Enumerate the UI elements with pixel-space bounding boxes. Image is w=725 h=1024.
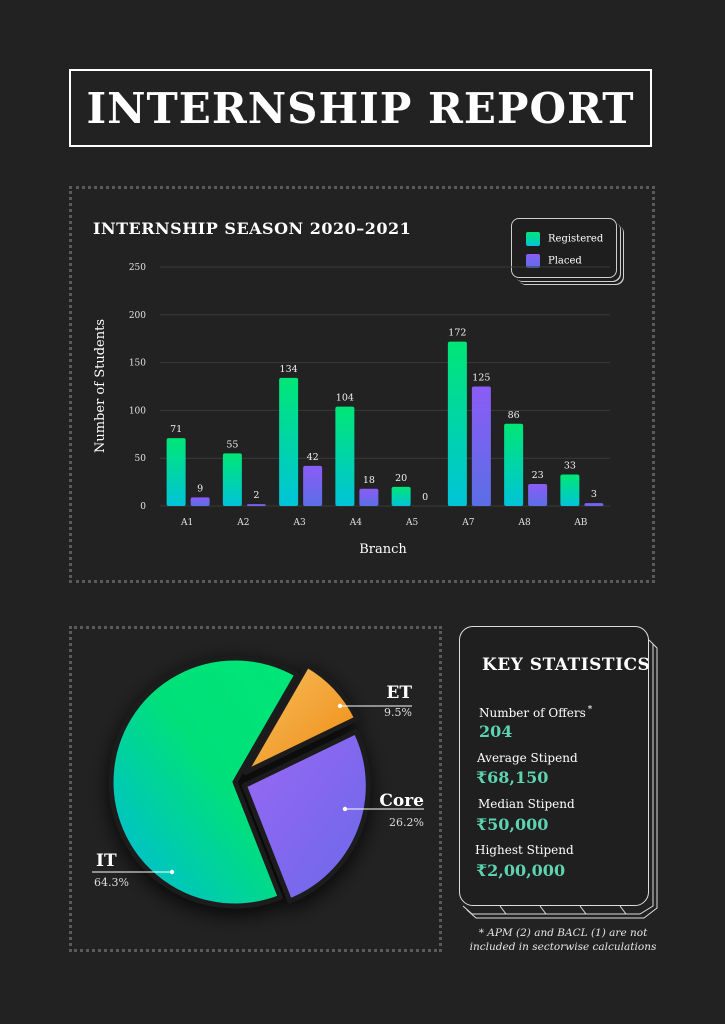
x-tick-label: A8 <box>518 518 531 528</box>
y-tick-label: 150 <box>129 359 146 369</box>
bar-registered <box>335 406 355 506</box>
stat-label-average: Average Stipend <box>477 751 578 765</box>
y-tick-label: 50 <box>135 454 147 464</box>
data-label-registered: 86 <box>508 410 520 421</box>
data-label-registered: 33 <box>564 460 576 471</box>
legend-label-placed: Placed <box>548 255 582 267</box>
pie-percent-et: 9.5% <box>384 706 412 719</box>
legend-label-registered: Registered <box>548 233 604 245</box>
bar-registered <box>166 438 186 506</box>
x-tick-label: AB <box>573 518 587 528</box>
stat-value-offers: 204 <box>479 722 513 741</box>
x-tick-label: A3 <box>293 518 306 528</box>
y-tick-label: 250 <box>129 263 146 273</box>
y-axis-label: Number of Students <box>93 319 108 453</box>
bar-placed <box>528 484 548 506</box>
bar-placed <box>246 504 266 506</box>
footnote: * APM (2) and BACL (1) are not included … <box>463 926 663 954</box>
stat-label-highest: Highest Stipend <box>475 843 574 857</box>
stat-value-average: ₹68,150 <box>476 768 549 787</box>
bar-registered <box>391 486 411 506</box>
y-tick-label: 200 <box>129 311 146 321</box>
x-tick-label: A7 <box>461 518 474 528</box>
bar-registered <box>504 423 524 506</box>
data-label-registered: 134 <box>280 364 298 375</box>
pie-chart <box>108 655 371 909</box>
report-title: INTERNSHIP REPORT <box>86 83 635 133</box>
bar-registered <box>447 341 467 506</box>
data-label-placed: 2 <box>253 490 259 501</box>
stat-label-offers-text: Number of Offers <box>479 706 586 720</box>
pie-chart-panel <box>69 626 442 952</box>
stat-asterisk: * <box>587 705 593 715</box>
bar-placed <box>584 503 604 506</box>
pie-slice-core <box>241 729 371 904</box>
data-label-placed: 0 <box>422 492 428 503</box>
data-label-placed: 9 <box>197 483 203 494</box>
x-tick-label: A5 <box>405 518 418 528</box>
legend-item-placed: Placed <box>526 254 582 268</box>
pie-percent-it: 64.3% <box>94 876 129 889</box>
key-stats-title: KEY STATISTICS <box>482 655 651 675</box>
bar-placed <box>471 386 491 506</box>
pie-label-core: Core <box>379 791 424 811</box>
y-tick-label: 100 <box>129 406 146 416</box>
bar-chart-panel <box>69 186 655 583</box>
footnote-line-1: * APM (2) and BACL (1) are not <box>478 927 648 939</box>
bar-registered <box>279 377 299 506</box>
bar-chart-title: INTERNSHIP SEASON 2020–2021 <box>93 219 412 238</box>
stat-label-median: Median Stipend <box>478 797 575 811</box>
data-label-placed: 23 <box>532 470 544 481</box>
chart-legend: Registered Placed <box>511 218 617 278</box>
legend-swatch-registered <box>526 232 540 246</box>
x-axis-label: Branch <box>359 542 407 557</box>
bar-placed <box>359 488 379 506</box>
data-label-registered: 71 <box>170 424 182 435</box>
data-label-registered: 172 <box>448 328 466 339</box>
legend-swatch-placed <box>526 254 540 268</box>
pie-percent-core: 26.2% <box>389 816 424 829</box>
data-label-placed: 125 <box>472 373 490 384</box>
x-tick-label: A4 <box>349 518 362 528</box>
pie-labels: ET 9.5% Core 26.2% IT 64.3% <box>92 683 424 889</box>
bar-registered <box>560 474 580 506</box>
y-tick-label: 0 <box>140 502 146 512</box>
bar-registered <box>222 453 242 506</box>
data-label-registered: 20 <box>395 473 407 484</box>
pie-slice-it <box>108 655 300 909</box>
data-label-placed: 42 <box>307 452 319 463</box>
bar-placed <box>303 465 323 506</box>
report-title-box: INTERNSHIP REPORT <box>69 69 652 147</box>
stat-value-median: ₹50,000 <box>476 815 549 834</box>
pie-label-et: ET <box>386 683 412 703</box>
data-label-placed: 18 <box>363 475 375 486</box>
bar-placed <box>190 497 210 506</box>
data-label-registered: 55 <box>226 439 238 450</box>
pie-slice-et <box>242 662 360 775</box>
data-label-placed: 3 <box>591 489 597 500</box>
legend-item-registered: Registered <box>526 232 603 246</box>
stat-label-offers: Number of Offers * <box>479 705 592 720</box>
data-label-registered: 104 <box>336 393 354 404</box>
stat-value-highest: ₹2,00,000 <box>476 861 566 880</box>
x-tick-label: A2 <box>236 518 249 528</box>
pie-label-it: IT <box>96 851 117 871</box>
footnote-line-2: included in sectorwise calculations <box>469 941 657 954</box>
bar-chart: 050100150200250719A1552A213442A310418A42… <box>93 263 610 557</box>
x-tick-label: A1 <box>180 518 193 528</box>
